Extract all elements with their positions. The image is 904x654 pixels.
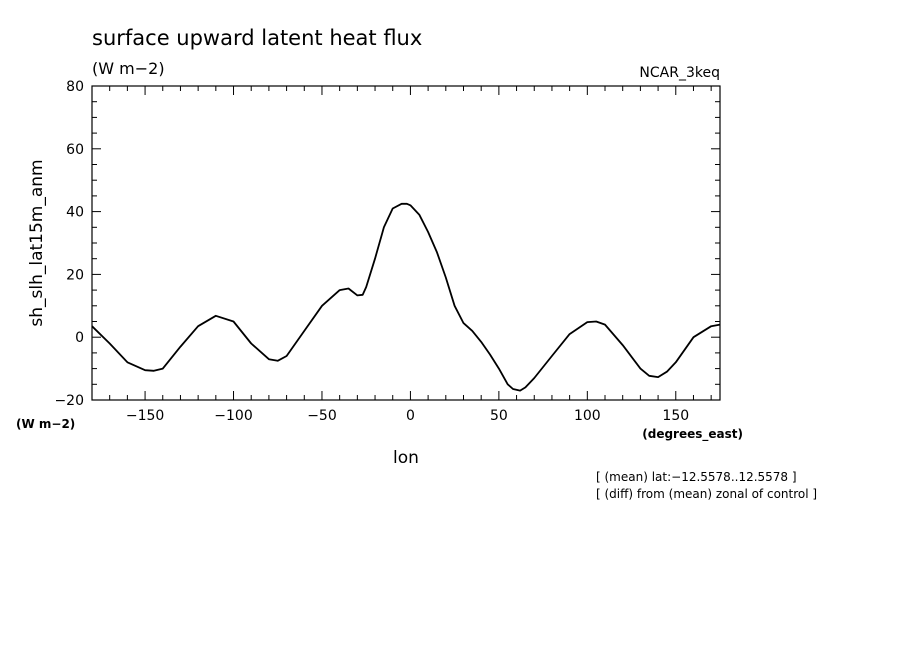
y-axis-ticks bbox=[92, 101, 720, 385]
x-tick-label: 0 bbox=[406, 408, 415, 424]
note-diff: [ (diff) from (mean) zonal of control ] bbox=[596, 487, 817, 501]
y-tick-label: 40 bbox=[66, 205, 84, 221]
x-axis-tick-labels: −150 −100 −50 0 50 100 150 bbox=[126, 408, 689, 424]
chart-subtitle: (W m−2) bbox=[92, 59, 165, 78]
y-axis-label: sh_slh_lat15m_anm bbox=[27, 159, 47, 326]
x-tick-label: 100 bbox=[574, 408, 601, 424]
y-tick-label: 0 bbox=[75, 330, 84, 346]
chart-title: surface upward latent heat flux bbox=[92, 26, 422, 50]
x-axis-ticks bbox=[109, 86, 712, 400]
x-tick-label: −50 bbox=[307, 408, 337, 424]
x-tick-label: 50 bbox=[490, 408, 508, 424]
y-axis-unit: (W m−2) bbox=[16, 417, 75, 431]
note-lat-range: [ (mean) lat:−12.5578..12.5578 ] bbox=[596, 470, 797, 484]
y-tick-label: −20 bbox=[54, 393, 84, 409]
y-axis-tick-labels: −20 0 20 40 60 80 bbox=[54, 79, 84, 409]
plot-frame bbox=[91, 85, 721, 401]
x-axis-label: lon bbox=[393, 448, 419, 468]
x-tick-label: −100 bbox=[214, 408, 252, 424]
y-tick-label: 60 bbox=[66, 142, 84, 158]
y-tick-label: 20 bbox=[66, 267, 84, 283]
model-label: NCAR_3keq bbox=[639, 65, 720, 81]
x-axis-unit: (degrees_east) bbox=[642, 427, 743, 442]
y-tick-label: 80 bbox=[66, 79, 84, 95]
x-tick-label: −150 bbox=[126, 408, 164, 424]
series-line bbox=[91, 202, 721, 392]
x-tick-label: 150 bbox=[662, 408, 689, 424]
